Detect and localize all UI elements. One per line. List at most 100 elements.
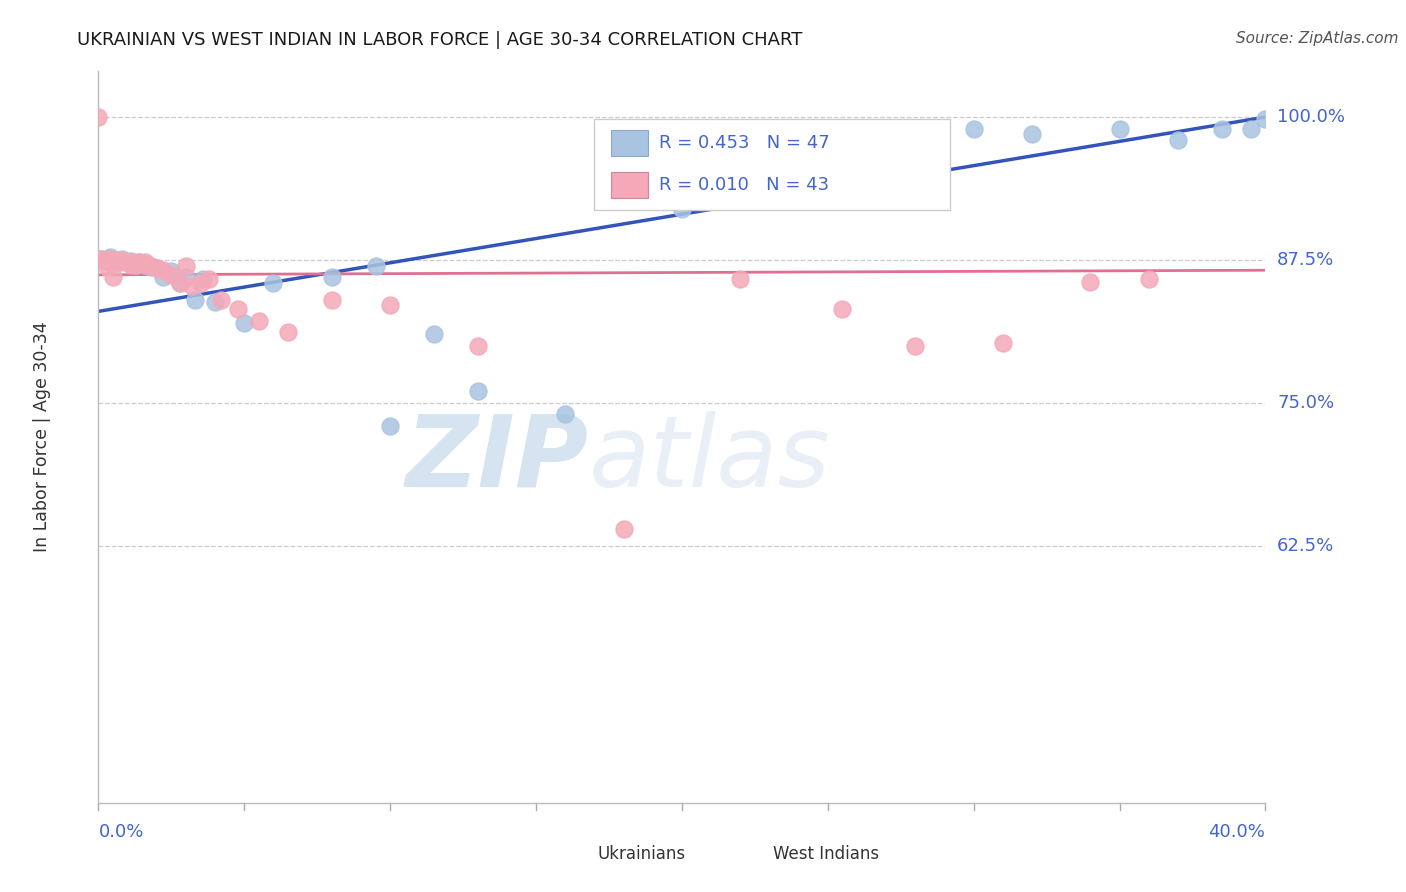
Point bbox=[209, 293, 232, 307]
Point bbox=[90, 252, 112, 266]
Point bbox=[1021, 127, 1043, 141]
Point bbox=[247, 313, 270, 327]
Point bbox=[198, 272, 221, 286]
Point bbox=[1167, 133, 1189, 147]
Point bbox=[962, 121, 984, 136]
Point bbox=[125, 258, 148, 272]
Text: 87.5%: 87.5% bbox=[1277, 251, 1334, 268]
Text: atlas: atlas bbox=[589, 410, 830, 508]
Point bbox=[467, 384, 489, 399]
Point bbox=[174, 270, 197, 285]
Point bbox=[160, 264, 183, 278]
Point bbox=[671, 202, 693, 216]
Point bbox=[122, 255, 145, 269]
Point bbox=[277, 325, 299, 339]
Point bbox=[846, 145, 869, 159]
Point bbox=[136, 259, 159, 273]
Point bbox=[96, 254, 118, 268]
Point bbox=[131, 256, 153, 270]
Point bbox=[128, 255, 150, 269]
Point bbox=[117, 256, 139, 270]
Point bbox=[160, 268, 183, 282]
Point bbox=[101, 252, 124, 266]
Point bbox=[991, 336, 1014, 351]
Text: 0.0%: 0.0% bbox=[98, 823, 143, 841]
Point bbox=[174, 259, 197, 273]
Point bbox=[169, 276, 191, 290]
Point bbox=[96, 254, 118, 268]
Point bbox=[169, 276, 191, 290]
Point bbox=[233, 316, 256, 330]
Point bbox=[183, 293, 205, 307]
Point bbox=[136, 258, 159, 272]
Point bbox=[87, 110, 110, 124]
Point bbox=[190, 276, 212, 290]
Point bbox=[380, 418, 402, 433]
Point bbox=[364, 259, 387, 273]
Point bbox=[128, 255, 150, 269]
Point bbox=[730, 272, 752, 286]
Point bbox=[204, 295, 226, 310]
Point bbox=[554, 407, 576, 421]
Point bbox=[104, 254, 127, 268]
Point bbox=[875, 133, 897, 147]
Point bbox=[146, 260, 169, 275]
Point bbox=[904, 338, 927, 352]
Point bbox=[262, 276, 284, 290]
Text: West Indians: West Indians bbox=[773, 845, 879, 863]
Point bbox=[120, 258, 142, 272]
FancyBboxPatch shape bbox=[610, 171, 648, 198]
Point bbox=[146, 260, 169, 275]
Point bbox=[98, 252, 121, 266]
Point bbox=[111, 252, 134, 267]
Text: R = 0.453   N = 47: R = 0.453 N = 47 bbox=[658, 134, 830, 152]
FancyBboxPatch shape bbox=[553, 841, 589, 866]
Point bbox=[108, 255, 131, 269]
Point bbox=[98, 250, 121, 264]
Point bbox=[122, 256, 145, 270]
Point bbox=[180, 279, 202, 293]
Point bbox=[101, 270, 124, 285]
Text: R = 0.010   N = 43: R = 0.010 N = 43 bbox=[658, 176, 828, 194]
Point bbox=[152, 270, 174, 285]
Point bbox=[152, 263, 174, 277]
Point bbox=[114, 254, 136, 268]
Point bbox=[1137, 272, 1160, 286]
Point bbox=[125, 258, 148, 272]
Point bbox=[321, 293, 343, 307]
Point bbox=[104, 252, 127, 267]
Point bbox=[111, 252, 134, 266]
Point bbox=[598, 190, 620, 204]
Point bbox=[114, 254, 136, 268]
FancyBboxPatch shape bbox=[610, 130, 648, 156]
Point bbox=[1108, 121, 1130, 136]
Point bbox=[467, 338, 489, 352]
Point bbox=[1080, 275, 1102, 289]
Point bbox=[90, 252, 112, 266]
Point bbox=[108, 255, 131, 269]
Point bbox=[134, 255, 156, 269]
Point bbox=[117, 255, 139, 269]
Point bbox=[612, 521, 634, 535]
Text: 75.0%: 75.0% bbox=[1277, 393, 1334, 412]
Point bbox=[93, 252, 115, 267]
Text: ZIP: ZIP bbox=[405, 410, 589, 508]
Text: 62.5%: 62.5% bbox=[1277, 537, 1334, 555]
Text: 100.0%: 100.0% bbox=[1277, 108, 1346, 126]
Point bbox=[134, 258, 156, 272]
Point bbox=[131, 256, 153, 270]
Point bbox=[730, 178, 752, 193]
Point bbox=[96, 260, 118, 274]
Point bbox=[1254, 112, 1277, 127]
Point bbox=[831, 302, 853, 317]
Point bbox=[1211, 121, 1233, 136]
Point bbox=[93, 252, 115, 267]
Point bbox=[228, 302, 250, 317]
Text: Source: ZipAtlas.com: Source: ZipAtlas.com bbox=[1236, 31, 1399, 46]
Text: Ukrainians: Ukrainians bbox=[598, 845, 686, 863]
Point bbox=[120, 254, 142, 268]
FancyBboxPatch shape bbox=[727, 841, 765, 866]
Point bbox=[101, 252, 124, 267]
Point bbox=[139, 260, 162, 274]
Point bbox=[380, 297, 402, 311]
